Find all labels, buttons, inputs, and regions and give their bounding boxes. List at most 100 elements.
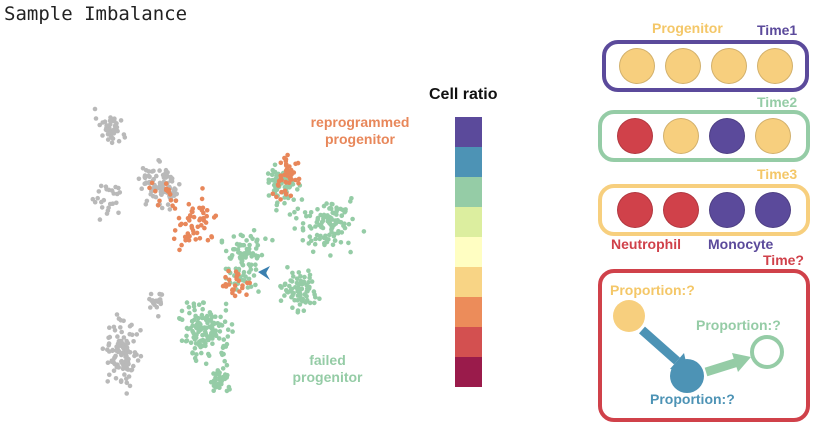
scatter-point xyxy=(185,231,191,236)
scatter-point xyxy=(177,182,182,187)
scatter-point xyxy=(105,379,110,384)
scatter-point xyxy=(101,197,107,203)
scatter-point xyxy=(300,226,306,231)
scatter-point xyxy=(106,341,112,346)
scatter-point xyxy=(300,238,306,243)
scatter-point xyxy=(284,288,289,293)
scatter-point xyxy=(346,221,352,227)
scatter-point xyxy=(361,229,367,234)
scatter-point xyxy=(232,283,238,288)
scatter-point xyxy=(135,358,141,363)
scatter-point xyxy=(113,184,118,190)
scatter-point xyxy=(127,383,133,389)
proportion-label-progenitor: Proportion:? xyxy=(610,282,695,298)
scatter-point xyxy=(131,339,136,344)
scatter-point xyxy=(307,300,313,306)
scatter-point xyxy=(218,314,223,320)
scatter-point xyxy=(191,301,197,307)
scatter-point xyxy=(200,315,205,321)
scatter-point xyxy=(338,206,343,212)
scatter-point xyxy=(212,381,218,387)
scatter-point xyxy=(338,240,344,245)
scatter-point xyxy=(291,274,296,279)
scatter-point xyxy=(190,206,195,211)
scatter-point xyxy=(220,345,226,351)
scatter-point xyxy=(330,242,336,248)
scatter-point xyxy=(309,238,314,244)
colorbar-swatch xyxy=(455,177,482,207)
colorbar-title: Cell ratio xyxy=(429,86,498,103)
scatter-point xyxy=(196,302,202,308)
scatter-point xyxy=(98,183,104,189)
scatter-point xyxy=(90,196,96,202)
scatter-point xyxy=(269,172,275,177)
scatter-point xyxy=(244,292,249,298)
cell-dot xyxy=(710,48,747,84)
scatter-point xyxy=(239,242,244,248)
scatter-point xyxy=(110,348,115,354)
scatter-point xyxy=(106,205,111,211)
scatter-point xyxy=(312,292,317,297)
scatter-point xyxy=(121,318,126,324)
scatter-point xyxy=(329,201,335,207)
scatter-point xyxy=(120,350,126,356)
scatter-point xyxy=(171,236,177,242)
scatter-point xyxy=(156,314,161,319)
scatter-point xyxy=(148,305,153,310)
scatter-point xyxy=(117,338,123,344)
scatter-point xyxy=(206,353,212,359)
scatter-point xyxy=(197,205,202,211)
scatter-point xyxy=(179,308,185,314)
scatter-point xyxy=(251,228,257,233)
cell-dot xyxy=(756,48,793,84)
scatter-point xyxy=(192,346,198,351)
time3-label: Time3 xyxy=(757,166,798,182)
scatter-point xyxy=(296,180,301,186)
scatter-point xyxy=(301,279,307,285)
scatter-point xyxy=(204,325,209,331)
time1-box xyxy=(602,40,809,92)
scatter-point xyxy=(312,241,318,247)
scatter-point xyxy=(157,291,162,297)
trajectory-diagram xyxy=(613,300,784,393)
scatter-point xyxy=(186,304,192,310)
scatter-point xyxy=(148,291,154,297)
scatter-point xyxy=(198,338,204,344)
scatter-point xyxy=(325,219,331,224)
scatter-point xyxy=(105,360,111,366)
scatter-point xyxy=(306,280,311,285)
scatter-point xyxy=(231,234,237,239)
scatter-point xyxy=(272,162,278,168)
time2-label: Time2 xyxy=(757,94,798,110)
scatter-point xyxy=(253,267,259,272)
scatter-point xyxy=(142,181,147,186)
scatter-point xyxy=(213,328,218,334)
scatter-point xyxy=(302,274,307,280)
scatter-point xyxy=(109,188,115,193)
colorbar-swatch xyxy=(455,327,482,357)
scatter-point xyxy=(191,214,197,220)
scatter-point xyxy=(334,206,340,212)
scatter-point xyxy=(225,327,231,333)
scatter-point xyxy=(297,292,303,298)
scatter-point xyxy=(296,282,302,287)
progenitor-label: Progenitor xyxy=(652,20,723,36)
scatter-point xyxy=(192,355,198,361)
unknown-time-box: Proportion:? Proportion:? Proportion:? xyxy=(598,269,810,422)
scatter-point xyxy=(152,302,157,308)
scatter-point xyxy=(185,216,191,221)
scatter-point xyxy=(158,301,164,307)
scatter-point xyxy=(129,332,135,338)
scatter-point xyxy=(285,265,290,270)
scatter-point xyxy=(216,336,222,341)
scatter-point xyxy=(341,223,346,229)
scatter-point xyxy=(146,169,152,174)
scatter-point xyxy=(189,223,194,229)
scatter-point xyxy=(296,270,302,275)
scatter-point xyxy=(309,226,314,231)
scatter-point xyxy=(194,322,199,328)
scatter-point xyxy=(331,222,337,228)
scatter-point xyxy=(115,334,120,339)
cell-dot xyxy=(663,118,699,154)
scatter-point xyxy=(131,363,136,369)
